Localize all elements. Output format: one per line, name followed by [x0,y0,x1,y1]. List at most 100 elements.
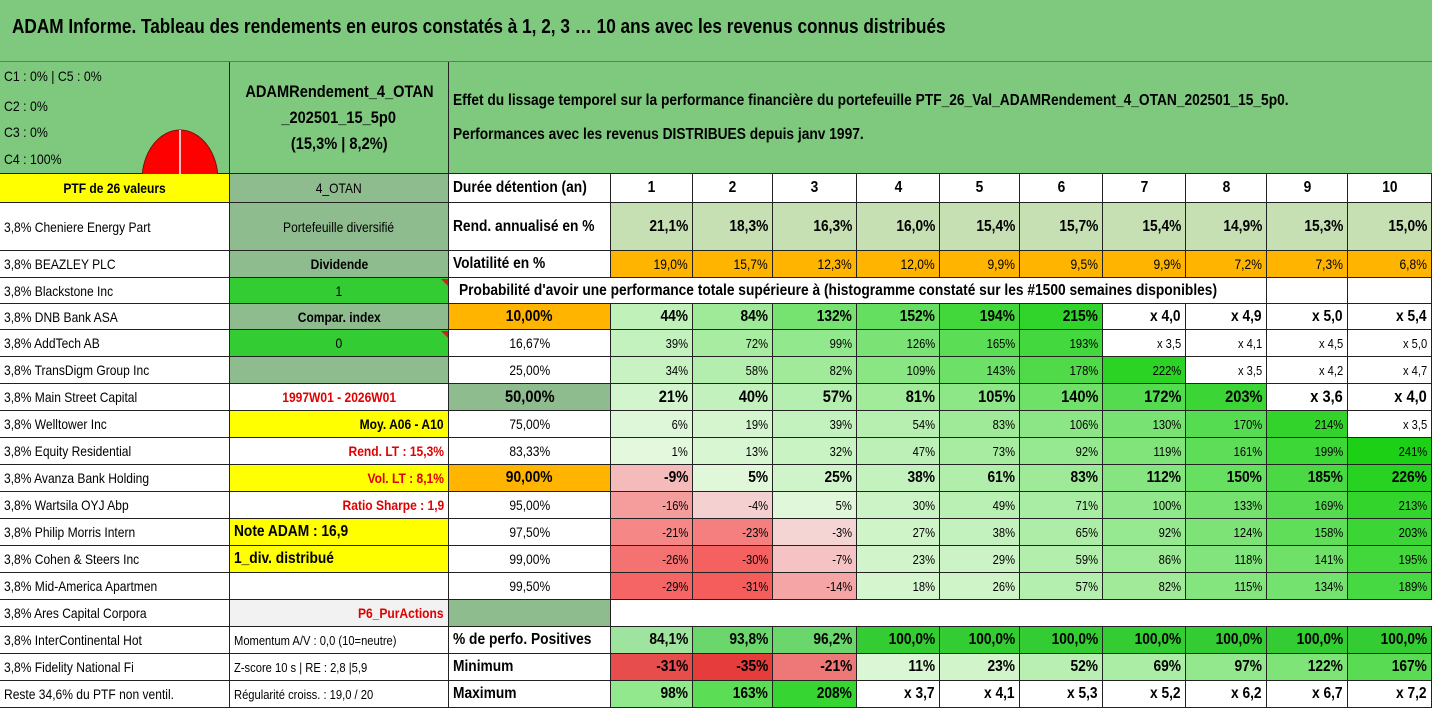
pos-value-text: 100,0% [1296,631,1343,648]
probability-value-text: -31% [741,578,768,594]
pos-value-text: 100,0% [1215,631,1262,648]
probability-value-text: x 4,5 [1318,335,1343,351]
probability-value: -29% [611,573,693,600]
probability-value: 27% [857,519,940,546]
rend-value-text: 14,9% [1222,217,1262,235]
rend-value-text: 15,7% [1058,217,1098,235]
probability-value: 214% [1267,411,1348,438]
pos-value: 96,2% [773,627,857,654]
comment-marker [441,331,448,338]
probability-value: 34% [611,357,693,384]
probability-value: -3% [773,519,857,546]
probability-value: 73% [940,438,1020,465]
probability-value-text: 92% [1158,524,1181,540]
max-value: x 5,2 [1103,681,1186,708]
max-value-text: x 5,2 [1150,685,1181,702]
probability-value-text: 213% [1398,497,1427,513]
side-label-text: Ratio Sharpe : 1,9 [342,497,444,513]
probability-value-text: -29% [661,578,688,594]
probability-level-text: 99,00% [509,551,550,567]
probability-level-text: 16,67% [509,335,550,351]
min-value-text: 97% [1234,658,1262,675]
probability-level: 50,00% [449,384,611,411]
year-header: 2 [693,174,773,203]
probability-value-text: 21% [658,387,688,406]
probability-value-text: 72% [745,335,768,351]
probability-value-text: 59% [1075,551,1098,567]
vol-value: 7,2% [1186,251,1267,278]
probability-value: -23% [693,519,773,546]
probability-value-text: 71% [1075,497,1098,513]
holding-name: 3,8% Ares Capital Corpora [0,600,230,627]
vol-value: 15,7% [693,251,773,278]
probability-value: x 4,9 [1186,304,1267,330]
probability-value: 119% [1103,438,1186,465]
rend-value: 16,3% [773,203,857,251]
min-value: 69% [1103,654,1186,681]
probability-value: x 5,4 [1348,304,1432,330]
ptf-count-label-text: PTF de 26 valeurs [63,180,166,196]
probability-value-text: -26% [661,551,688,567]
probability-level-text: 90,00% [506,469,553,486]
probability-value: 83% [1020,465,1103,492]
pos-value: 93,8% [693,627,773,654]
probability-value: x 4,7 [1348,357,1432,384]
probability-value: 112% [1103,465,1186,492]
holding-name: 3,8% Equity Residential [0,438,230,465]
probability-value-text: 140% [1060,387,1098,406]
duration-header: Durée détention (an) [449,174,611,203]
probability-value: 71% [1020,492,1103,519]
probability-value-text: 30% [912,497,935,513]
probability-value: 30% [857,492,940,519]
holding-name: 3,8% Wartsila OYJ Abp [0,492,230,519]
probability-value: 84% [693,304,773,330]
vol-value: 19,0% [611,251,693,278]
probability-value-text: -7% [832,551,852,567]
vol-value-text: 9,5% [1070,256,1098,272]
probability-value-text: 178% [1069,362,1098,378]
probability-value-text: 99% [829,335,852,351]
side-label-text: 1 [335,282,343,299]
holding-name-text: 3,8% Avanza Bank Holding [4,470,150,486]
probability-value-text: 185% [1307,469,1343,486]
pos-value: 100,0% [1103,627,1186,654]
max-label-text: Maximum [453,685,517,702]
pos-value: 100,0% [1020,627,1103,654]
rend-value-text: 15,4% [975,217,1015,235]
probability-value-text: 172% [1143,387,1181,406]
year-header: 1 [611,174,693,203]
probability-value-text: 150% [1226,469,1262,486]
side-label: 1_div. distribué [230,546,449,573]
vol-value-text: 12,0% [900,256,935,272]
probability-value: 124% [1186,519,1267,546]
report-title-bar: ADAM Informe. Tableau des rendements en … [0,0,1432,62]
probability-value-text: x 3,5 [1402,416,1427,432]
year-header-text: 7 [1140,179,1148,196]
probability-value-text: 1% [671,443,688,459]
pos-label: % de perfo. Positives [449,627,611,654]
probability-value: 158% [1267,519,1348,546]
min-value: 167% [1348,654,1432,681]
probability-value-text: 215% [1062,307,1098,325]
vol-value: 12,3% [773,251,857,278]
vol-value: 12,0% [857,251,940,278]
min-value-text: 52% [1070,658,1098,675]
probability-value: x 4,5 [1267,330,1348,357]
probability-value: 140% [1020,384,1103,411]
probability-value: 100% [1103,492,1186,519]
probability-value-text: 118% [1234,551,1262,567]
pos-value: 100,0% [940,627,1020,654]
probability-value: 1% [611,438,693,465]
probability-value: 25% [773,465,857,492]
probability-value: 59% [1020,546,1103,573]
holding-name-text: 3,8% Ares Capital Corpora [4,605,147,621]
probability-value: -16% [611,492,693,519]
probability-value: 6% [611,411,693,438]
vol-value: 9,9% [1103,251,1186,278]
duration-header-text: Durée détention (an) [453,179,587,196]
holding-name-text: 3,8% Cheniere Energy Part [4,218,151,235]
probability-value-text: x 5,0 [1312,307,1343,325]
probability-value-text: 83% [992,416,1015,432]
probability-value: x 4,1 [1186,330,1267,357]
min-label-text: Minimum [453,658,514,675]
